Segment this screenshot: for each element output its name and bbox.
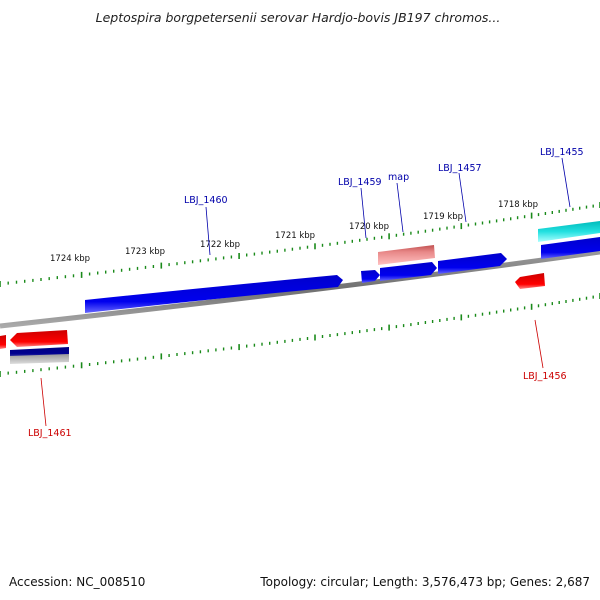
label-lbj1455[interactable]: LBJ_1455 [540,147,584,158]
chromosome-backbone [0,249,600,329]
inner-tick-track [0,293,600,377]
gene-lbj1461[interactable] [10,330,68,347]
leader-map [396,182,404,233]
tick-label-1720: 1720 kbp [349,222,389,232]
tick-label-1721: 1721 kbp [275,231,315,241]
map-title: Leptospira borgpetersenii serovar Hardjo… [96,10,501,25]
leader-lbj1456 [534,319,544,369]
genome-summary-text: Topology: circular; Length: 3,576,473 bp… [259,575,590,589]
gene-lbj1458[interactable] [380,262,437,281]
label-map[interactable]: map [388,172,409,183]
gene-lbj1455-forward[interactable] [541,237,600,259]
gene-lbj1459[interactable] [361,270,380,283]
tick-label-1724: 1724 kbp [50,254,90,264]
label-lbj1460[interactable]: LBJ_1460 [184,195,228,206]
tick-label-1719: 1719 kbp [423,212,463,222]
gene-gray[interactable] [10,354,69,364]
leader-lbj1459 [360,187,367,239]
gene-lbj1460[interactable] [85,275,343,313]
gene-lbj1455-cyan[interactable] [538,221,600,242]
gene-lbj1457[interactable] [438,253,507,274]
accession-text: Accession: NC_008510 [9,575,145,589]
label-lbj1456[interactable]: LBJ_1456 [523,371,567,382]
leader-lbj1460 [205,206,211,256]
label-lbj1457[interactable]: LBJ_1457 [438,163,482,174]
tick-label-1722: 1722 kbp [200,240,240,250]
gene-left-edge[interactable] [0,335,6,349]
tick-label-1723: 1723 kbp [125,247,165,257]
gene-lbj1456[interactable] [515,273,545,289]
gene-map[interactable] [378,245,435,265]
label-lbj1459[interactable]: LBJ_1459 [338,177,382,188]
leader-lbj1461 [40,377,47,427]
outer-tick-track [0,202,600,287]
tick-label-1718: 1718 kbp [498,200,538,210]
leader-lbj1455 [561,157,571,208]
label-lbj1461[interactable]: LBJ_1461 [28,428,72,439]
leader-lbj1457 [458,172,467,223]
